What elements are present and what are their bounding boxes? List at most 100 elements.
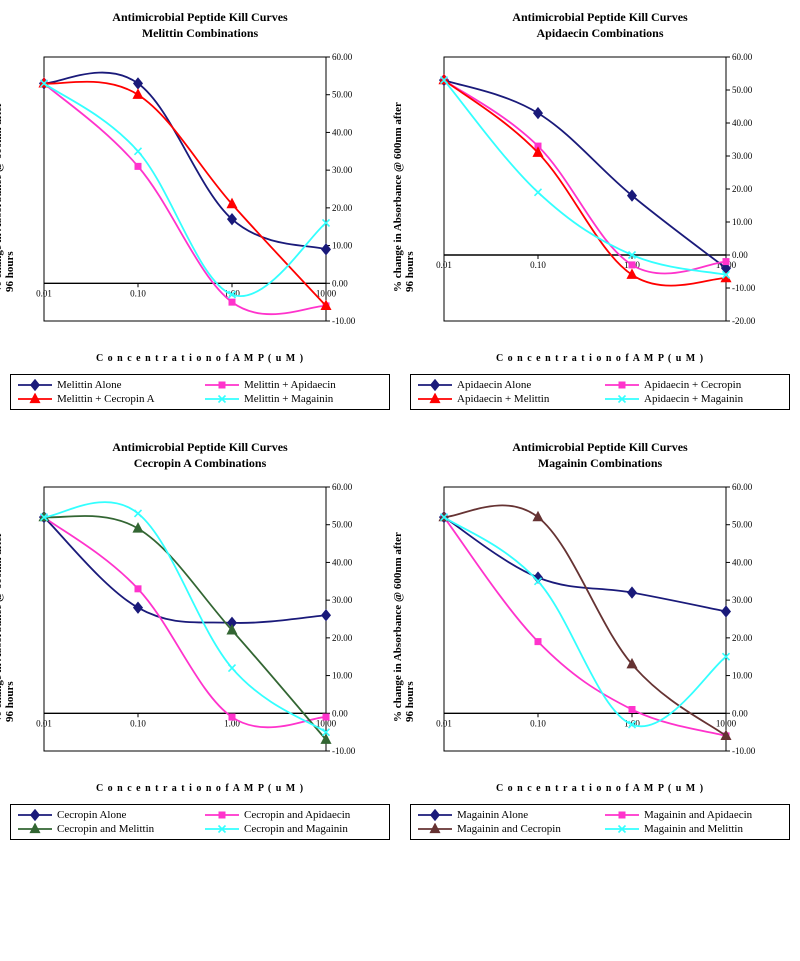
svg-text:0.00: 0.00: [332, 709, 348, 719]
svg-text:0.01: 0.01: [436, 260, 452, 270]
svg-text:0.01: 0.01: [36, 719, 52, 729]
legend-item: Melittin Alone: [17, 379, 196, 391]
svg-text:0.00: 0.00: [732, 250, 748, 260]
svg-text:40.00: 40.00: [332, 128, 353, 138]
legend-item: Cecropin Alone: [17, 809, 196, 821]
y-axis-label: % change in Absorbance @ 600nm after96 h…: [392, 102, 416, 292]
svg-text:0.00: 0.00: [332, 278, 348, 288]
legend-label: Magainin and Cecropin: [457, 823, 561, 835]
svg-text:30.00: 30.00: [732, 151, 753, 161]
legend-label: Magainin and Apidaecin: [644, 809, 752, 821]
legend-label: Magainin and Melittin: [644, 823, 743, 835]
legend-item: Magainin and Apidaecin: [604, 809, 783, 821]
svg-text:-10.00: -10.00: [332, 746, 356, 756]
svg-text:10.00: 10.00: [332, 671, 353, 681]
legend-label: Melittin + Magainin: [244, 393, 333, 405]
svg-text:-10.00: -10.00: [732, 746, 756, 756]
legend-label: Cecropin and Apidaecin: [244, 809, 350, 821]
chart-apidaecin: -20.00 -10.00 0.00 10.00 20.00 30.00 40.00 50.0…: [410, 47, 770, 347]
x-axis-label: C o n c e n t r a t i o n o f A M P ( u …: [410, 353, 790, 364]
legend-label: Melittin + Apidaecin: [244, 379, 336, 391]
panel-apidaecin: Antimicrobial Peptide Kill CurvesApidaec…: [410, 10, 790, 410]
svg-text:0.10: 0.10: [130, 719, 146, 729]
legend-label: Melittin Alone: [57, 379, 121, 391]
legend-label: Apidaecin + Magainin: [644, 393, 743, 405]
svg-text:-10.00: -10.00: [732, 283, 756, 293]
svg-text:20.00: 20.00: [332, 203, 353, 213]
legend-label: Apidaecin Alone: [457, 379, 531, 391]
svg-text:10.00: 10.00: [732, 671, 753, 681]
panel-cecropin: Antimicrobial Peptide Kill CurvesCecropi…: [10, 440, 390, 840]
svg-text:-20.00: -20.00: [732, 316, 756, 326]
chart-magainin: -10.000.0010.0020.0030.0040.0050.0060.00…: [410, 477, 770, 777]
svg-text:50.00: 50.00: [332, 520, 353, 530]
svg-text:0.10: 0.10: [530, 719, 546, 729]
svg-text:40.00: 40.00: [732, 118, 753, 128]
legend-label: Magainin Alone: [457, 809, 528, 821]
svg-text:10.00: 10.00: [716, 719, 737, 729]
chart-title: Antimicrobial Peptide Kill CurvesMelitti…: [10, 10, 390, 41]
svg-text:60.00: 60.00: [732, 482, 753, 492]
svg-text:20.00: 20.00: [332, 633, 353, 643]
legend-label: Apidaecin + Cecropin: [644, 379, 741, 391]
legend-label: Cecropin Alone: [57, 809, 126, 821]
panel-melittin: Antimicrobial Peptide Kill CurvesMelitti…: [10, 10, 390, 410]
x-axis-label: C o n c e n t r a t i o n o f A M P ( u …: [10, 353, 390, 364]
svg-text:40.00: 40.00: [732, 558, 753, 568]
legend-item: Cecropin and Melittin: [17, 823, 196, 835]
chart-title: Antimicrobial Peptide Kill CurvesApidaec…: [410, 10, 790, 41]
svg-text:40.00: 40.00: [332, 558, 353, 568]
y-axis-label: % change in Absorbance @ 600nm after96 h…: [0, 102, 16, 292]
legend-item: Cecropin and Apidaecin: [204, 809, 383, 821]
legend-item: Apidaecin + Melittin: [417, 393, 596, 405]
chart-title: Antimicrobial Peptide Kill CurvesCecropi…: [10, 440, 390, 471]
svg-text:60.00: 60.00: [332, 52, 353, 62]
legend-magainin: Magainin Alone Magainin and Apidaecin Ma…: [410, 804, 790, 840]
legend-label: Cecropin and Magainin: [244, 823, 348, 835]
legend-item: Melittin + Apidaecin: [204, 379, 383, 391]
y-axis-label: % change in Absorbance @ 600nm after96 h…: [0, 532, 16, 722]
legend-item: Apidaecin + Cecropin: [604, 379, 783, 391]
figure-grid: Antimicrobial Peptide Kill CurvesMelitti…: [10, 10, 790, 840]
chart-title: Antimicrobial Peptide Kill CurvesMagaini…: [410, 440, 790, 471]
svg-text:30.00: 30.00: [332, 165, 353, 175]
legend-item: Magainin and Melittin: [604, 823, 783, 835]
svg-text:30.00: 30.00: [332, 596, 353, 606]
svg-text:60.00: 60.00: [332, 482, 353, 492]
legend-label: Cecropin and Melittin: [57, 823, 154, 835]
legend-item: Cecropin and Magainin: [204, 823, 383, 835]
y-axis-label: % change in Absorbance @ 600nm after96 h…: [392, 532, 416, 722]
legend-item: Apidaecin Alone: [417, 379, 596, 391]
svg-text:30.00: 30.00: [732, 596, 753, 606]
svg-text:20.00: 20.00: [732, 633, 753, 643]
svg-text:0.01: 0.01: [36, 288, 52, 298]
panel-magainin: Antimicrobial Peptide Kill CurvesMagaini…: [410, 440, 790, 840]
svg-text:50.00: 50.00: [332, 90, 353, 100]
x-axis-label: C o n c e n t r a t i o n o f A M P ( u …: [410, 783, 790, 794]
legend-item: Melittin + Magainin: [204, 393, 383, 405]
svg-text:10.00: 10.00: [732, 217, 753, 227]
svg-text:50.00: 50.00: [732, 85, 753, 95]
svg-text:0.10: 0.10: [530, 260, 546, 270]
legend-item: Magainin and Cecropin: [417, 823, 596, 835]
chart-cecropin: -10.00 0.00 10.00 20.00 30.00 40.00 50.00 60.00…: [10, 477, 370, 777]
legend-item: Magainin Alone: [417, 809, 596, 821]
legend-item: Melittin + Cecropin A: [17, 393, 196, 405]
legend-melittin: Melittin Alone Melittin + Apidaecin Meli…: [10, 374, 390, 410]
svg-text:0.10: 0.10: [130, 288, 146, 298]
svg-text:60.00: 60.00: [732, 52, 753, 62]
legend-label: Apidaecin + Melittin: [457, 393, 549, 405]
svg-text:-10.00: -10.00: [332, 316, 356, 326]
x-axis-label: C o n c e n t r a t i o n o f A M P ( u …: [10, 783, 390, 794]
legend-label: Melittin + Cecropin A: [57, 393, 155, 405]
legend-item: Apidaecin + Magainin: [604, 393, 783, 405]
legend-apidaecin: Apidaecin Alone Apidaecin + Cecropin Api…: [410, 374, 790, 410]
legend-cecropin: Cecropin Alone Cecropin and Apidaecin Ce…: [10, 804, 390, 840]
svg-text:0.00: 0.00: [732, 709, 748, 719]
svg-text:10.00: 10.00: [332, 241, 353, 251]
svg-text:50.00: 50.00: [732, 520, 753, 530]
svg-text:10.00: 10.00: [316, 288, 337, 298]
svg-text:0.01: 0.01: [436, 719, 452, 729]
chart-melittin: -10.000.0010.0020.0030.0040.0050.0060.00…: [10, 47, 370, 347]
svg-text:20.00: 20.00: [732, 184, 753, 194]
